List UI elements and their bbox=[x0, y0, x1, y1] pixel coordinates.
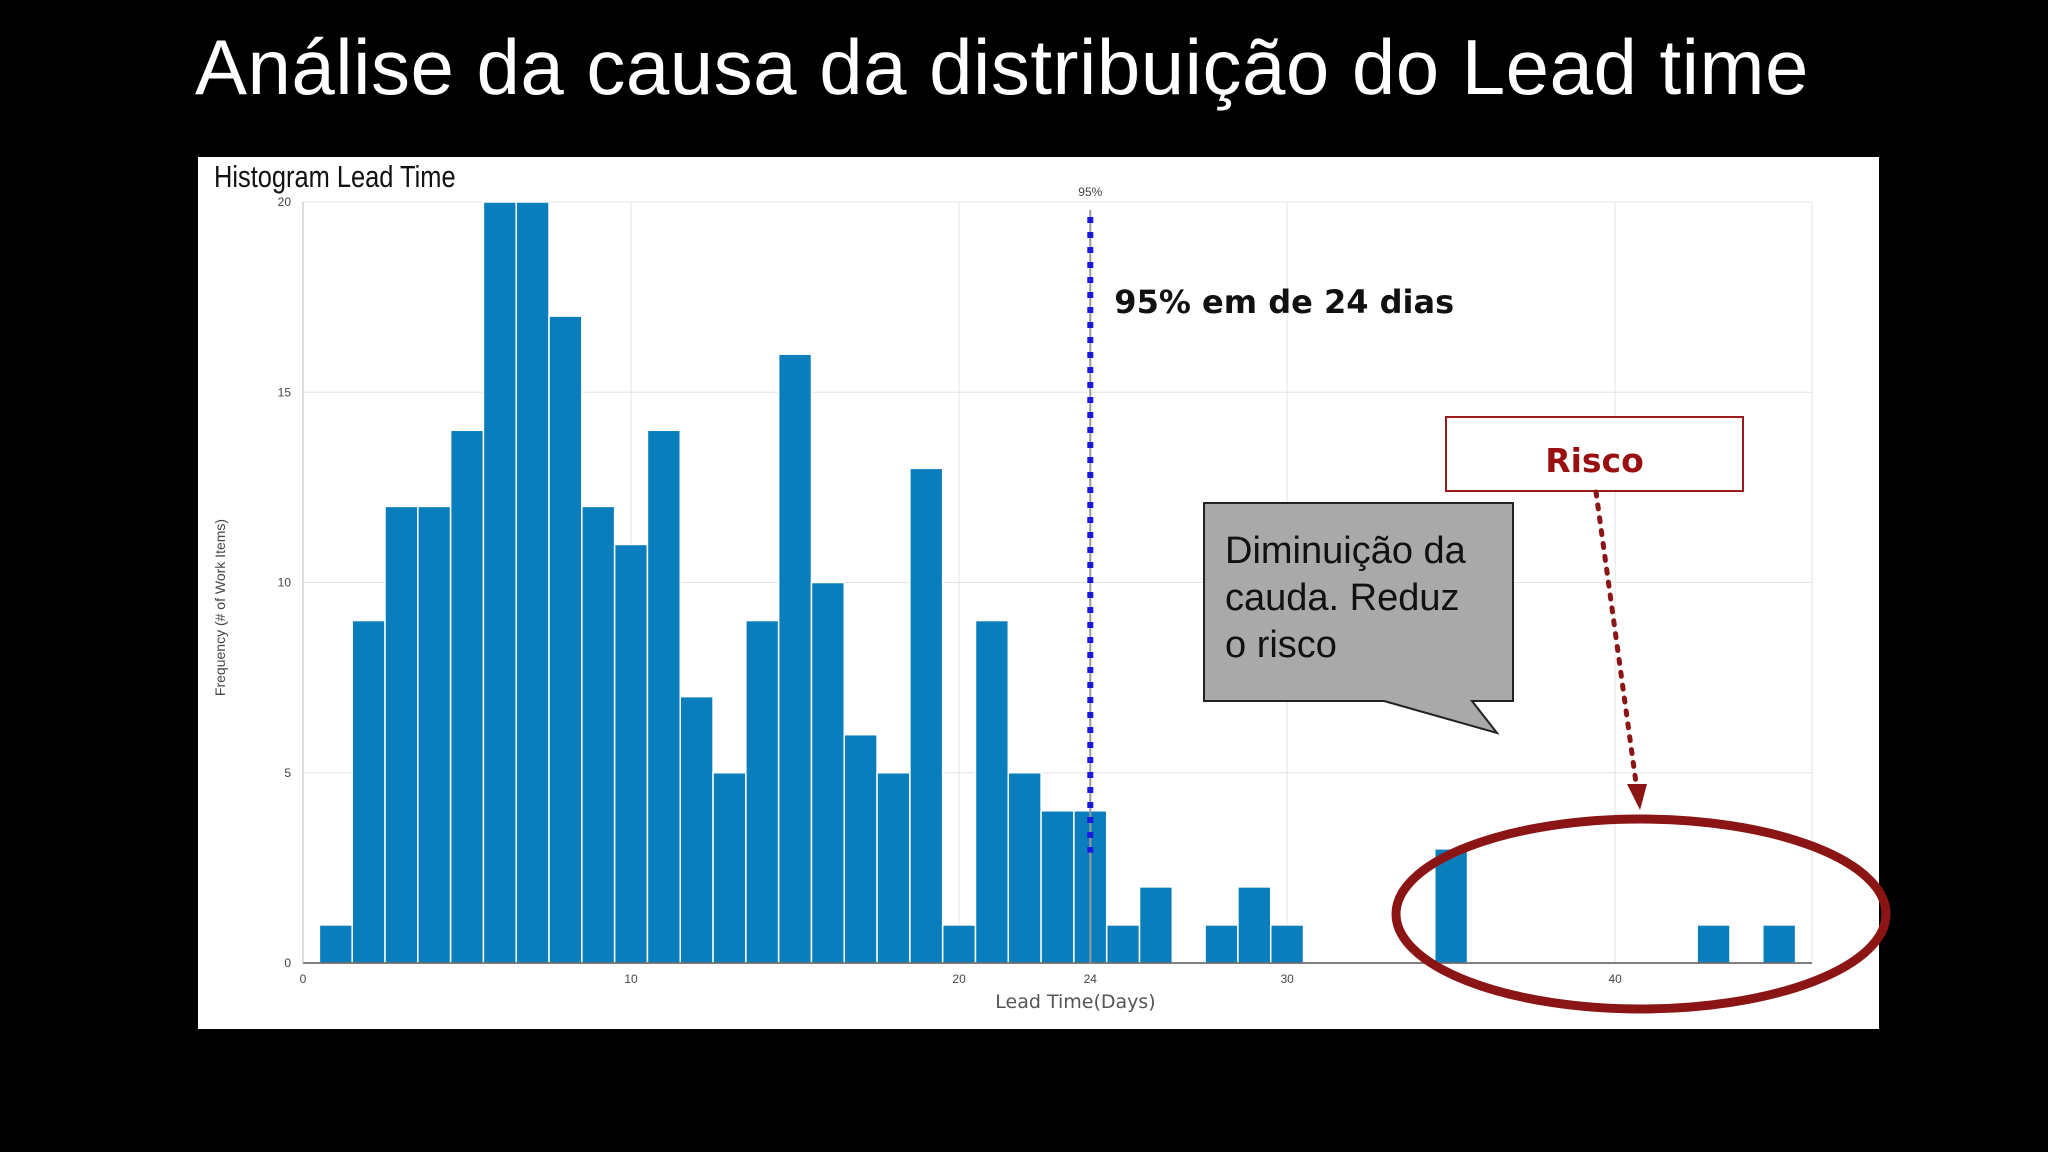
y-tick-label: 5 bbox=[284, 766, 291, 780]
histogram-bar bbox=[941, 924, 977, 964]
histogram-bar bbox=[515, 201, 550, 964]
histogram-bar bbox=[1040, 810, 1075, 964]
risk-box: Risco bbox=[1445, 416, 1744, 492]
x-tick-label: 24 bbox=[1084, 972, 1098, 986]
histogram-bar bbox=[1237, 886, 1272, 964]
histogram-bar bbox=[351, 619, 386, 964]
callout-line: Diminuição da bbox=[1225, 530, 1466, 572]
histogram-bar bbox=[1105, 924, 1141, 964]
histogram-bar bbox=[777, 353, 813, 964]
histogram-bar bbox=[810, 581, 846, 964]
histogram-bar bbox=[449, 429, 485, 964]
histogram-bar bbox=[679, 695, 714, 964]
y-tick-label: 20 bbox=[278, 195, 292, 209]
histogram-bar bbox=[548, 315, 583, 964]
chart-title: Histogram Lead Time bbox=[214, 159, 456, 194]
y-tick-label: 10 bbox=[278, 576, 292, 590]
y-tick-label: 0 bbox=[284, 956, 291, 970]
x-tick-label: 20 bbox=[952, 972, 966, 986]
x-tick-label: 10 bbox=[624, 972, 638, 986]
histogram-bar bbox=[646, 429, 681, 964]
callout-line: cauda. Reduz bbox=[1225, 577, 1460, 619]
histogram-bar bbox=[745, 619, 780, 964]
percentile-marker: 95% 95% em de 24 dias bbox=[1078, 185, 1454, 963]
histogram-bar bbox=[1138, 886, 1174, 964]
x-tick-labels: 0 10 20 24 30 40 bbox=[300, 972, 1623, 986]
risk-label: Risco bbox=[1545, 440, 1644, 480]
histogram-bar bbox=[712, 772, 747, 964]
histogram-bar bbox=[1269, 924, 1305, 964]
x-tick-label: 0 bbox=[300, 972, 307, 986]
histogram-bar bbox=[581, 505, 616, 964]
histogram-bar bbox=[384, 505, 419, 964]
y-tick-label: 15 bbox=[278, 385, 292, 399]
histogram-chart: 0 10 20 24 30 40 0 5 10 15 20 95% 95% em de 24 di… bbox=[212, 185, 1813, 1013]
histogram-bar bbox=[1204, 924, 1239, 964]
y-axis-label: Frequency (# of Work Items) bbox=[212, 519, 228, 696]
chart-panel: Histogram Lead Time 0 10 20 24 30 40 0 5 10 15 20… bbox=[198, 157, 1879, 1029]
x-tick-label: 40 bbox=[1608, 972, 1622, 986]
x-axis-label: Lead Time(Days) bbox=[995, 991, 1155, 1013]
histogram-bar bbox=[1434, 848, 1469, 964]
histogram-bar bbox=[613, 543, 649, 964]
histogram-bar bbox=[1762, 924, 1797, 964]
histogram-bar bbox=[318, 924, 353, 964]
x-tick-label: 30 bbox=[1280, 972, 1294, 986]
y-tick-labels: 0 5 10 15 20 bbox=[278, 195, 292, 970]
histogram-bar bbox=[417, 505, 452, 964]
percentile-annotation: 95% em de 24 dias bbox=[1114, 283, 1454, 321]
callout-text: Diminuição da cauda. Reduz o risco bbox=[1225, 528, 1505, 669]
histogram-bar bbox=[843, 733, 878, 964]
histogram-bar bbox=[909, 467, 944, 964]
histogram-bar bbox=[876, 772, 911, 964]
histogram-bar bbox=[482, 201, 517, 964]
callout-shape bbox=[1203, 502, 1514, 735]
percentile-label: 95% bbox=[1078, 185, 1102, 199]
slide-title: Análise da causa da distribuição do Lead… bbox=[195, 23, 1809, 111]
histogram-bar bbox=[974, 619, 1010, 964]
histogram-bar bbox=[1696, 924, 1731, 964]
callout-line: o risco bbox=[1225, 624, 1337, 666]
histogram-bar bbox=[1007, 772, 1042, 964]
